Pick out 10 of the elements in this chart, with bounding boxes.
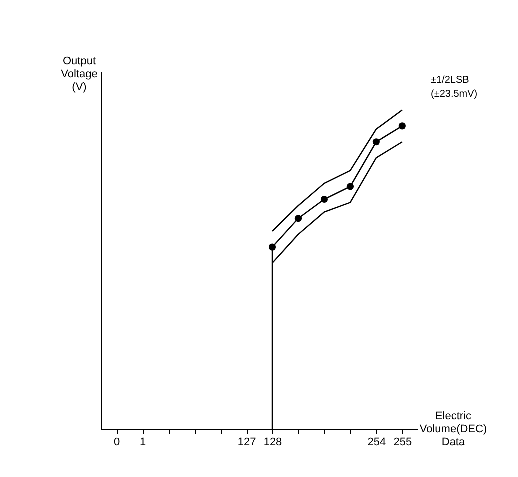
x-tick-label: 127 [238,436,256,448]
x-tick-label: 0 [114,436,120,448]
x-tick-label: 1 [140,436,146,448]
x-tick-label: 255 [394,436,412,448]
text: (±23.5mV) [431,89,478,100]
y-axis-title: Output Voltage (V) [61,56,98,94]
text: ±1/2LSB [431,75,470,86]
x-tick-label: 128 [264,436,282,448]
x-axis-title: Electric Volume(DEC) Data [420,410,488,448]
x-tick-label: 254 [368,436,386,448]
